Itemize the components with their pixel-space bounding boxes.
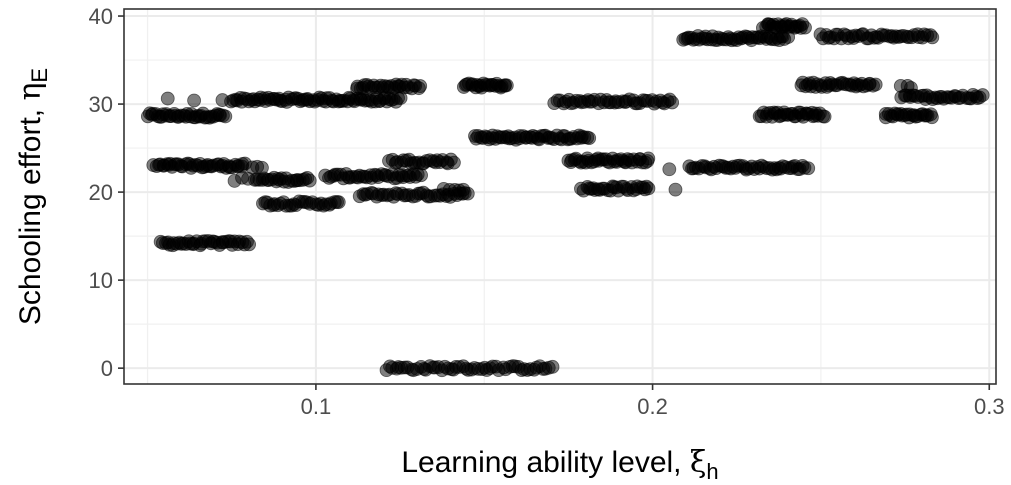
data-point <box>218 109 233 124</box>
data-point <box>413 79 428 93</box>
y-tick-label: 40 <box>89 4 113 29</box>
data-point <box>446 155 461 170</box>
y-tick-label: 20 <box>89 180 113 205</box>
data-point <box>160 91 175 106</box>
panel-border <box>123 8 997 385</box>
y-tick-label: 0 <box>101 356 113 381</box>
data-point <box>662 162 677 177</box>
data-point <box>456 182 471 197</box>
data-point <box>904 80 918 95</box>
x-axis-title: Learning ability level, ξh <box>401 445 718 484</box>
axis-ticks: 0.1 0.2 0.3 0 10 20 30 40 <box>89 4 1005 419</box>
data-point <box>798 20 812 35</box>
data-point <box>925 30 940 45</box>
y-axis-title-symbol: η <box>13 83 48 101</box>
data-point <box>641 181 656 196</box>
data-point <box>665 95 680 110</box>
data-point <box>414 168 428 183</box>
data-point <box>242 237 257 252</box>
data-point <box>499 78 514 93</box>
data-points <box>140 17 990 378</box>
x-axis-title-text: Learning ability level, <box>401 446 690 479</box>
x-tick-label: 0.2 <box>637 394 668 419</box>
y-tick-label: 10 <box>89 268 113 293</box>
data-point <box>925 110 939 125</box>
data-point <box>668 182 683 197</box>
data-point <box>817 109 832 124</box>
data-point <box>302 173 317 188</box>
y-axis-title: Schooling effort, ηE <box>13 68 52 325</box>
y-axis-title-text: Schooling effort, <box>14 101 47 326</box>
x-axis-title-symbol: ξ <box>690 445 707 480</box>
x-tick-label: 0.3 <box>974 394 1005 419</box>
data-point <box>187 93 201 108</box>
y-tick-label: 30 <box>89 92 113 117</box>
data-point <box>331 195 346 210</box>
data-point <box>641 151 656 166</box>
data-point <box>255 160 269 175</box>
data-point <box>801 161 816 176</box>
grid <box>124 9 996 384</box>
x-tick-label: 0.1 <box>301 394 332 419</box>
data-point <box>582 131 597 146</box>
data-point <box>868 77 883 92</box>
x-axis-title-subscript: h <box>706 459 718 484</box>
data-point <box>545 359 560 374</box>
y-axis-title-subscript: E <box>27 68 52 83</box>
data-point <box>975 88 990 102</box>
